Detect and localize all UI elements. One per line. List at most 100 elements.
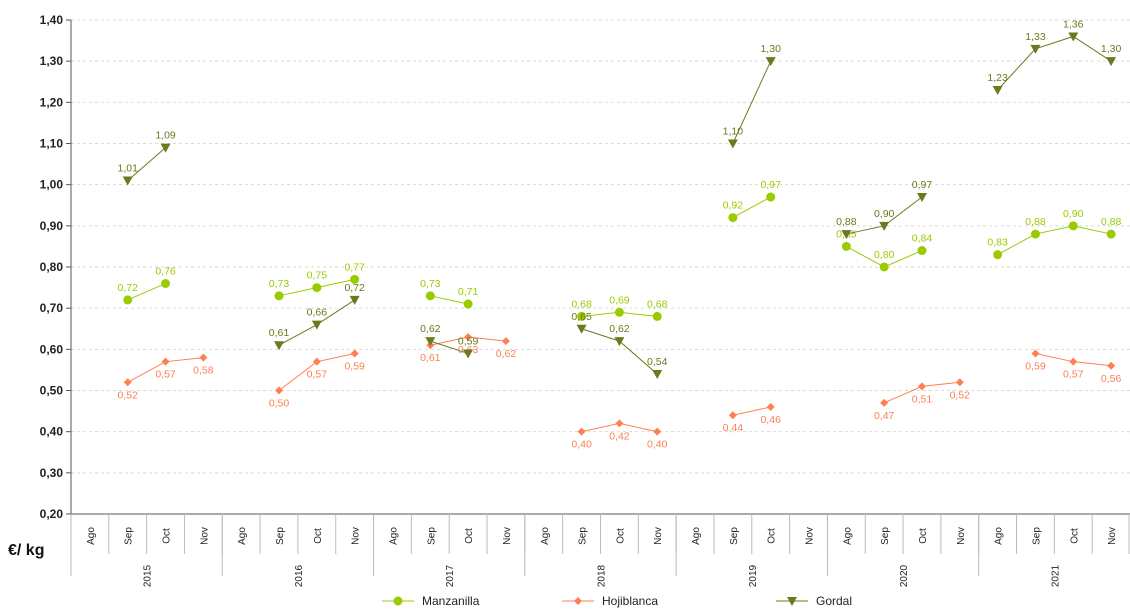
legend: Manzanilla Hojiblanca Gordal	[382, 594, 852, 608]
y-axis: 0,20 0,30 0,40 0,50 0,60 0,70 0,80 0,90 1,00 1,10…	[40, 13, 72, 521]
hojiblanca-point	[955, 378, 964, 387]
hojiblanca-point	[1069, 357, 1078, 366]
hojiblanca-data-label: 0,58	[193, 365, 214, 377]
hojiblanca-point	[653, 427, 662, 436]
x-tick-label: Ago	[540, 527, 551, 545]
gordal-data-label: 0,65	[571, 311, 592, 323]
gordal-data-label: 0,90	[874, 208, 895, 220]
gordal-data-label: 0,88	[836, 216, 857, 228]
gordal-point	[1068, 32, 1079, 42]
x-tick-label: Oct	[464, 528, 475, 544]
manzanilla-data-label: 0,97	[760, 179, 781, 191]
hojiblanca-data-label: 0,56	[1101, 373, 1122, 385]
x-tick-label: Oct	[313, 528, 324, 544]
gordal-point	[879, 221, 890, 231]
x-tick-label: Sep	[275, 527, 286, 545]
gordal-point	[160, 143, 171, 153]
gordal-data-label: 0,54	[647, 356, 668, 368]
gordal-data-label: 1,30	[760, 43, 781, 55]
gordal-point	[1030, 44, 1041, 54]
hojiblanca-point	[615, 419, 624, 428]
x-tick-label: Oct	[918, 528, 929, 544]
legend-label: Gordal	[816, 594, 852, 608]
manzanilla-point	[766, 192, 776, 202]
gordal-line	[430, 340, 469, 354]
hojiblanca-data-label: 0,42	[609, 430, 630, 442]
gordal-data-label: 1,23	[987, 72, 1008, 84]
gordal-data-label: 1,30	[1101, 43, 1122, 55]
x-tick-label: Oct	[1069, 528, 1080, 544]
y-tick-label: 1,30	[40, 54, 64, 68]
x-tick-label: Ago	[237, 527, 248, 545]
gordal-point	[652, 370, 663, 380]
manzanilla-point	[123, 295, 133, 305]
gordal-data-label: 1,33	[1025, 31, 1046, 43]
gordal-point	[576, 324, 587, 334]
manzanilla-data-label: 0,68	[647, 298, 668, 310]
gordal-line	[127, 147, 166, 181]
hojiblanca-point	[880, 398, 889, 407]
manzanilla-point	[393, 596, 403, 606]
hojiblanca-data-label: 0,46	[760, 414, 781, 426]
legend-label: Manzanilla	[422, 594, 480, 608]
gordal-line	[581, 328, 658, 375]
gordal-line	[732, 60, 772, 144]
legend-item-hojiblanca: Hojiblanca	[562, 594, 658, 608]
y-tick-label: 1,20	[40, 95, 64, 109]
legend-item-manzanilla: Manzanilla	[382, 594, 480, 608]
y-tick-label: 0,90	[40, 219, 64, 233]
hojiblanca-data-label: 0,57	[307, 369, 328, 381]
manzanilla-point	[350, 274, 360, 284]
hojiblanca-data-label: 0,52	[118, 389, 139, 401]
hojiblanca-point	[1107, 361, 1116, 370]
manzanilla-line	[127, 283, 166, 301]
manzanilla-point	[312, 283, 322, 293]
manzanilla-point	[879, 262, 889, 272]
hojiblanca-point	[1031, 349, 1040, 358]
x-tick-label: Nov	[956, 527, 967, 545]
plot-area: 0,72 0,76 0,73 0,75 0,77 0,73 0,71 0,68 0,69 0,68…	[118, 18, 1122, 450]
gordal-data-label: 0,97	[912, 179, 933, 191]
x-tick-label: Sep	[729, 527, 740, 545]
manzanilla-line	[997, 225, 1112, 256]
hojiblanca-point	[728, 411, 737, 420]
gordal-point	[1106, 57, 1117, 67]
x-tick-label: Ago	[691, 527, 702, 545]
hojiblanca-data-label: 0,61	[420, 352, 441, 364]
hojiblanca-data-label: 0,57	[1063, 369, 1084, 381]
hojiblanca-data-label: 0,44	[723, 422, 744, 434]
manzanilla-line	[430, 295, 469, 305]
gordal-point	[614, 337, 625, 347]
manzanilla-series: 0,72 0,76 0,73 0,75 0,77 0,73 0,71 0,68 0,69 0,68…	[118, 179, 1121, 321]
x-tick-label: Ago	[86, 527, 97, 545]
manzanilla-point	[274, 291, 284, 301]
hojiblanca-data-label: 0,59	[344, 360, 365, 372]
hojiblanca-data-label: 0,40	[647, 439, 668, 451]
manzanilla-data-label: 0,72	[118, 282, 139, 294]
hojiblanca-data-label: 0,57	[155, 369, 176, 381]
y-tick-label: 1,00	[40, 178, 64, 192]
manzanilla-point	[1068, 221, 1078, 231]
hojiblanca-point	[312, 357, 321, 366]
gordal-point	[787, 597, 797, 606]
manzanilla-data-label: 0,92	[723, 200, 744, 212]
year-label: 2020	[899, 564, 910, 587]
manzanilla-point	[917, 246, 927, 256]
hojiblanca-point	[161, 357, 170, 366]
year-label: 2016	[294, 564, 305, 587]
gordal-point	[274, 341, 285, 351]
hojiblanca-data-label: 0,51	[912, 393, 933, 405]
gordal-data-label: 0,62	[609, 323, 630, 335]
manzanilla-point	[577, 311, 587, 321]
x-tick-label: Oct	[162, 528, 173, 544]
gordal-point	[727, 139, 738, 149]
x-tick-label: Oct	[767, 528, 778, 544]
y-tick-label: 0,60	[40, 342, 64, 356]
manzanilla-point	[993, 250, 1003, 260]
gordal-point	[463, 349, 474, 359]
manzanilla-data-label: 0,83	[987, 237, 1008, 249]
manzanilla-point	[425, 291, 435, 301]
hojiblanca-point	[275, 386, 284, 395]
year-label: 2017	[445, 564, 456, 587]
x-tick-label: Sep	[578, 527, 589, 545]
